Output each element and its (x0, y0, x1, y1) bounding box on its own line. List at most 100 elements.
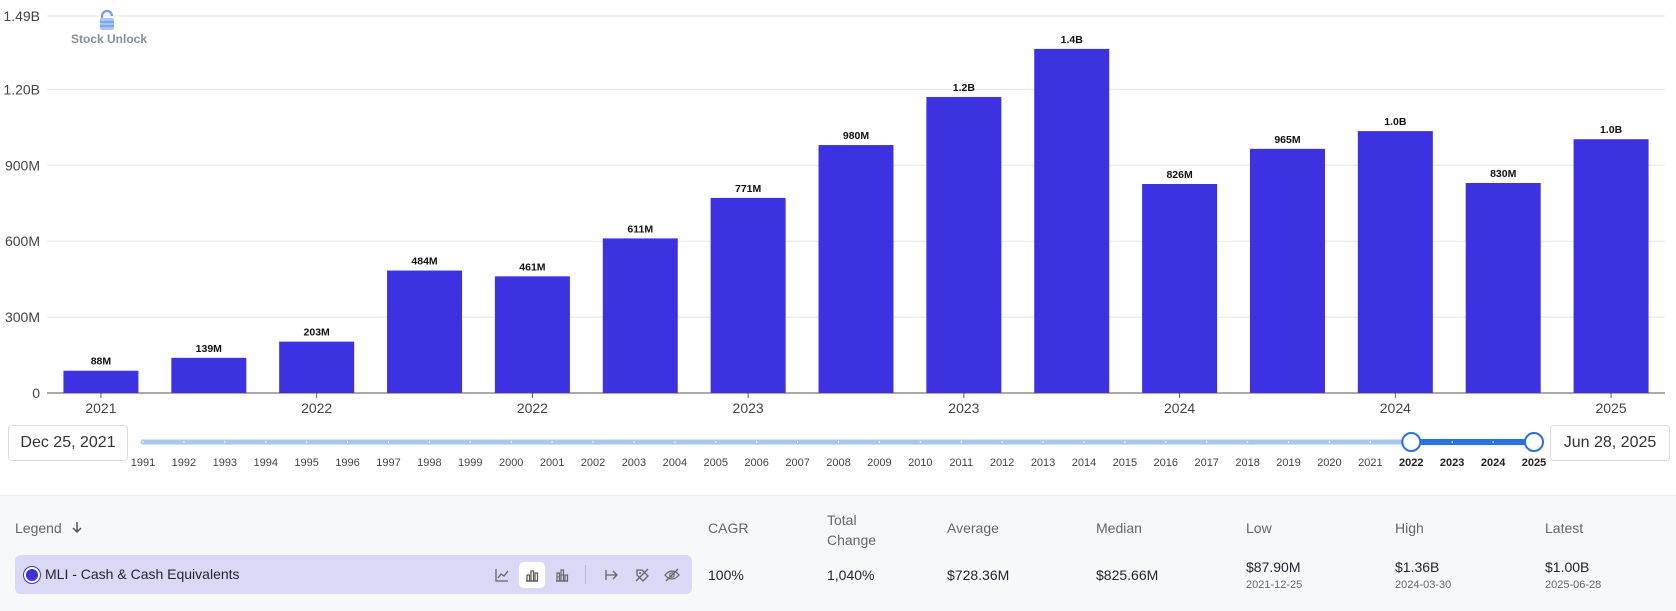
start-date-box[interactable]: Dec 25, 2021 (8, 425, 128, 461)
low-value: $87.90M (1246, 559, 1301, 575)
stacked-bar-icon[interactable] (549, 562, 575, 588)
series-name: MLI - Cash & Cash Equivalents (45, 566, 240, 582)
slider-year-label: 2023 (1440, 457, 1464, 469)
data-label: 1.0B (1384, 116, 1407, 128)
slider-year-labels: 1991 1992 1993 1994 1995 1996 1997 1998 1999 2000… (131, 457, 1546, 469)
x-axis-ticks: 2021 2022 2022 2023 2023 2024 2024 2025 (85, 393, 1627, 416)
line-chart-icon[interactable] (489, 562, 515, 588)
data-label: 1.2B (953, 82, 976, 94)
total-change-value: 1,040% (827, 567, 875, 583)
data-label: 980M (843, 130, 870, 142)
data-label: 611M (627, 223, 653, 235)
slider-year-label: 1998 (417, 457, 441, 469)
slider-year-label: 2010 (908, 457, 932, 469)
y-tick-label: 1.49B (3, 8, 40, 24)
latest-value: $1.00B (1545, 559, 1590, 575)
bar[interactable] (387, 270, 463, 393)
x-tick-label: 2023 (948, 400, 979, 416)
slider-year-label: 1996 (335, 457, 359, 469)
slider-year-label: 2011 (949, 457, 973, 469)
slider-year-label: 2004 (663, 457, 687, 469)
end-date-box[interactable]: Jun 28, 2025 (1550, 425, 1670, 461)
slider-year-label: 2017 (1194, 457, 1218, 469)
slider-year-label: 2020 (1317, 457, 1341, 469)
slider-year-label: 2021 (1358, 457, 1382, 469)
slider-end-handle[interactable] (1524, 432, 1544, 452)
watermark: Stock Unlock (71, 9, 147, 46)
total-change-header: Total Change (827, 510, 876, 550)
range-slider[interactable]: 1991 1992 1993 1994 1995 1996 1997 1998 1999 2000… (0, 420, 1676, 480)
bar[interactable] (171, 357, 247, 393)
eye-off-icon[interactable] (659, 562, 685, 588)
legend-row[interactable]: MLI - Cash & Cash Equivalents (15, 555, 692, 594)
data-label: 484M (411, 256, 438, 268)
high-value: $1.36B (1395, 559, 1440, 575)
slider-year-label: 2008 (826, 457, 850, 469)
data-label: 826M (1166, 169, 1193, 181)
slider-year-label: 1991 (131, 457, 155, 469)
slider-start-handle[interactable] (1401, 432, 1422, 452)
bar[interactable] (1357, 131, 1433, 394)
bar[interactable] (1573, 139, 1649, 393)
data-label: 88M (91, 356, 112, 368)
y-tick-label: 0 (32, 385, 40, 401)
slider-year-label: 2009 (867, 457, 891, 469)
bar[interactable] (710, 197, 786, 393)
bar[interactable] (1249, 148, 1325, 393)
slider-year-label: 2012 (990, 457, 1014, 469)
high-date: 2024-03-30 (1395, 579, 1452, 591)
bar-chart: 0 300M 600M 900M 1.20B 1.49B 88M 139M 203M 484M 4… (3, 8, 1665, 416)
data-label: 1.4B (1061, 34, 1084, 46)
slider-year-label: 1992 (172, 457, 196, 469)
slider-year-label: 2013 (1031, 457, 1055, 469)
legend-header-label: Legend (15, 520, 62, 536)
y-tick-label: 600M (5, 233, 40, 249)
bar[interactable] (1034, 48, 1110, 394)
cagr-value: 100% (708, 567, 744, 583)
series-color-dot[interactable] (24, 567, 40, 583)
slider-year-label: 2025 (1522, 457, 1546, 469)
total-change-header-line1: Total (827, 512, 857, 528)
bar[interactable] (1465, 182, 1541, 393)
slider-handles (1401, 432, 1544, 452)
bar[interactable] (279, 341, 355, 393)
lock-icon (100, 9, 114, 30)
slider-year-label: 1999 (458, 457, 482, 469)
median-value: $825.66M (1096, 567, 1159, 583)
slider-year-label: 2024 (1481, 457, 1506, 469)
icon-separator (585, 565, 586, 584)
arrow-right-bar-icon[interactable] (599, 562, 625, 588)
summary-panel: Legend CAGR Total Change Average Median … (0, 495, 1676, 611)
median-header: Median (1096, 520, 1142, 536)
tag-off-icon[interactable] (629, 562, 655, 588)
slider-year-label: 2001 (540, 457, 564, 469)
legend-header[interactable]: Legend (15, 520, 83, 536)
bars (63, 48, 1649, 394)
bar[interactable] (818, 145, 894, 393)
data-label: 461M (519, 261, 546, 273)
x-tick-label: 2024 (1164, 400, 1195, 416)
data-label: 139M (196, 343, 223, 355)
slider-year-label: 1997 (376, 457, 400, 469)
x-tick-label: 2022 (517, 400, 548, 416)
bar[interactable] (602, 238, 678, 393)
slider-year-label: 1993 (213, 457, 237, 469)
bar-chart-icon[interactable] (519, 562, 545, 588)
slider-year-label: 2018 (1235, 457, 1259, 469)
slider-year-label: 1995 (294, 457, 318, 469)
x-tick-label: 2023 (733, 400, 764, 416)
slider-year-label: 2005 (704, 457, 728, 469)
data-label: 965M (1274, 134, 1301, 146)
slider-year-label: 2015 (1113, 457, 1137, 469)
bar[interactable] (926, 96, 1002, 394)
data-label: 1.0B (1600, 124, 1623, 136)
slider-year-label: 2022 (1399, 457, 1423, 469)
bar[interactable] (1142, 184, 1218, 393)
total-change-header-line2: Change (827, 532, 877, 548)
average-value: $728.36M (947, 567, 1010, 583)
bar[interactable] (494, 276, 570, 393)
cagr-header: CAGR (708, 520, 749, 536)
bar[interactable] (63, 370, 139, 393)
low-header: Low (1246, 520, 1272, 536)
y-tick-label: 900M (5, 157, 40, 173)
